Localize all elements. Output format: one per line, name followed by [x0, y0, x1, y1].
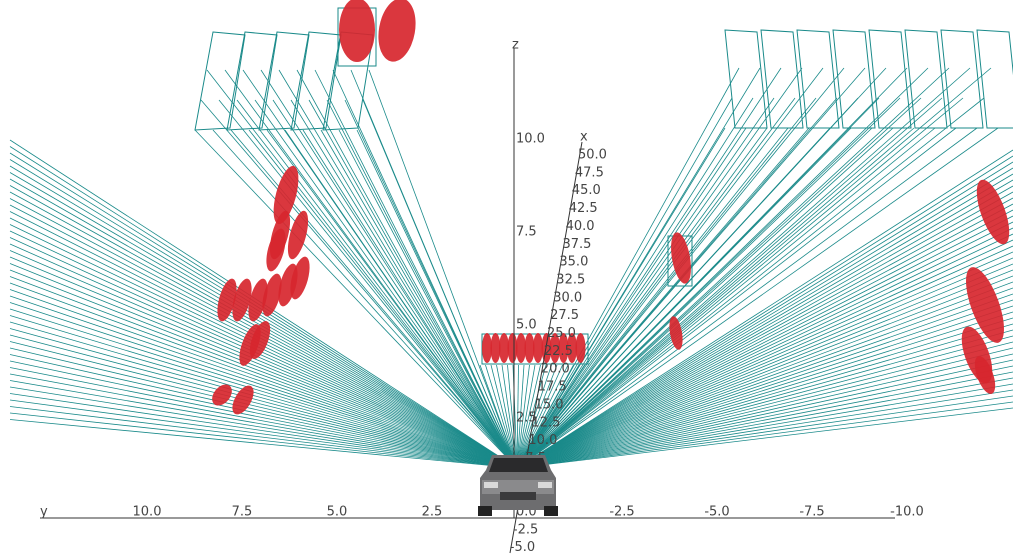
y-tick-label: 2.5: [422, 505, 443, 520]
z-tick-label: 5.0: [516, 318, 537, 333]
x-tick-label: -5.0: [510, 540, 535, 555]
ray: [517, 240, 1013, 468]
ray: [10, 361, 517, 468]
detection: [576, 333, 586, 363]
ray: [10, 335, 517, 468]
ray: [517, 276, 1013, 468]
vehicle: [478, 455, 558, 516]
x-tick-label: -2.5: [513, 522, 538, 537]
x-tick-label: 50.0: [578, 148, 607, 163]
x-tick-label: 17.5: [538, 380, 567, 395]
ray: [285, 130, 517, 468]
x-tick-label: 27.5: [550, 308, 579, 323]
x-tick-label: 47.5: [575, 165, 604, 180]
frustum-box: [941, 30, 983, 128]
x-tick-label: 37.5: [563, 237, 592, 252]
frustum-box: [905, 30, 947, 128]
x-tick-label: 22.5: [544, 344, 573, 359]
y-axis-label: y: [40, 505, 48, 520]
y-tick-label: -2.5: [609, 505, 634, 520]
z-axis-label: z: [512, 38, 519, 53]
y-tick-label: -7.5: [799, 505, 824, 520]
z-tick-label: 7.5: [516, 225, 537, 240]
z-tick-label: 10.0: [516, 132, 545, 147]
detection: [374, 0, 421, 65]
x-tick-label: 32.5: [556, 272, 585, 287]
frustum-box: [833, 30, 875, 128]
frustum-box: [195, 32, 245, 130]
frustum-box: [725, 30, 767, 128]
detection: [208, 381, 236, 410]
x-tick-label: 35.0: [559, 255, 588, 270]
y-tick-label: 10.0: [133, 505, 162, 520]
x-tick-label: 10.0: [528, 433, 557, 448]
x-tick-label: 45.0: [572, 183, 601, 198]
x-tick-label: 40.0: [566, 219, 595, 234]
frustum-box: [761, 30, 803, 128]
frustum-box: [291, 32, 341, 130]
ray: [10, 368, 517, 469]
ray: [10, 160, 517, 469]
x-axis-label: x: [580, 130, 588, 145]
ray: [10, 290, 517, 469]
y-tick-label: -10.0: [890, 505, 924, 520]
x-tick-label: 20.0: [541, 362, 570, 377]
detections: [208, 0, 1013, 418]
ray: [517, 312, 1013, 468]
frustum-box: [259, 32, 309, 130]
ray: [517, 300, 1013, 468]
scene-3d: y z x 10.07.55.02.5-2.5-5.0-7.5-10.02.55…: [0, 0, 1013, 557]
frustum-box: [977, 30, 1013, 128]
ray: [279, 70, 517, 468]
x-tick-label: 25.0: [547, 326, 576, 341]
x-tick-label: 12.5: [532, 415, 561, 430]
x-tick-label: 42.5: [569, 201, 598, 216]
ray: [517, 216, 1013, 468]
y-tick-label: 5.0: [327, 505, 348, 520]
ray: [10, 166, 517, 468]
y-tick-label: -5.0: [704, 505, 729, 520]
ray: [207, 70, 517, 468]
x-tick-label: 15.0: [535, 397, 564, 412]
detection: [339, 0, 375, 62]
y-tick-label: 7.5: [232, 505, 253, 520]
x-tick-label: 30.0: [553, 290, 582, 305]
frustum-box: [227, 32, 277, 130]
